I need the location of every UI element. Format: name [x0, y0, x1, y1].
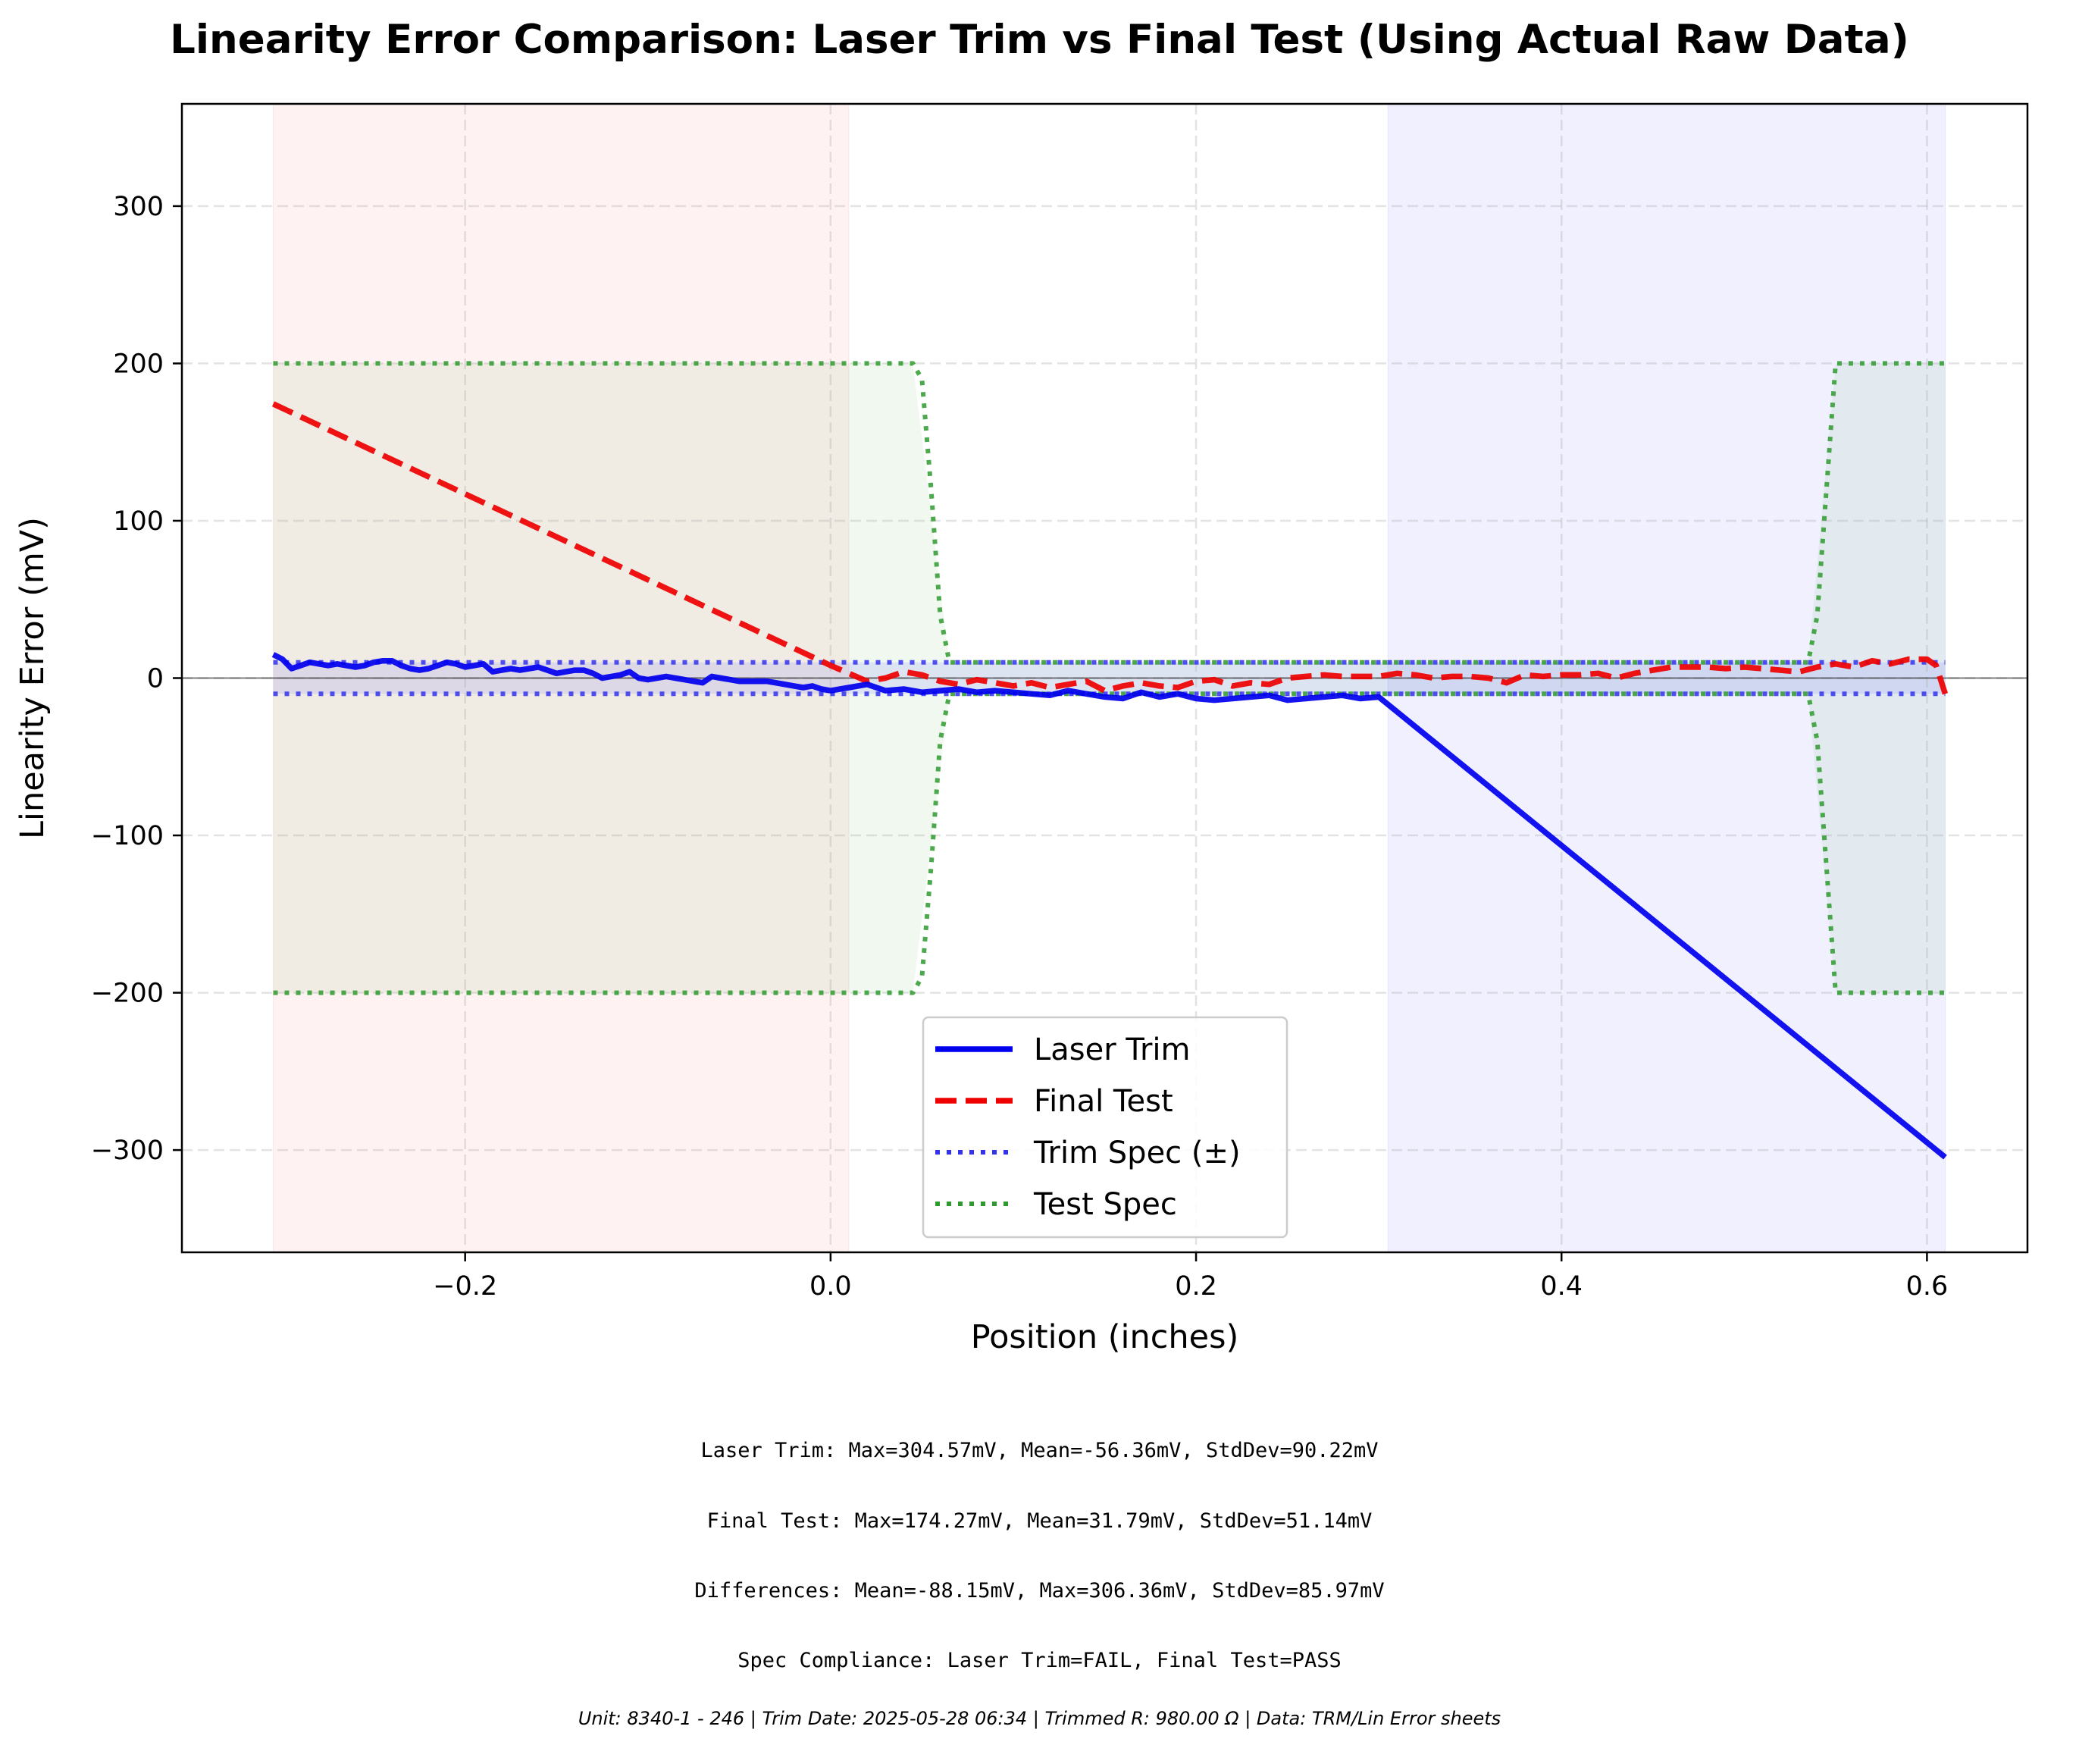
stats-final-test: Final Test: Max=174.27mV, Mean=31.79mV, …	[706, 1509, 1373, 1533]
series-lower-line-3	[273, 691, 1946, 995]
stats-differences: Differences: Mean=-88.15mV, Max=306.36mV…	[694, 1579, 1385, 1603]
y-tick-label: −300	[91, 1136, 164, 1166]
y-tick-label: 100	[113, 506, 164, 537]
x-axis-label: Position (inches)	[971, 1318, 1239, 1356]
legend-label: Final Test	[1034, 1084, 1173, 1119]
series-line-0	[271, 652, 1947, 1160]
legend-label: Test Spec	[1033, 1187, 1177, 1222]
y-axis-label: Linearity Error (mV)	[14, 517, 52, 839]
legend-label: Trim Spec (±)	[1033, 1136, 1241, 1170]
y-tick-label: 300	[113, 192, 164, 222]
legend: Laser Trim Final Test Trim Spec (±) Test Sp…	[922, 1016, 1288, 1239]
unit-footer: Unit: 8340-1 - 246 | Trim Date: 2025-05-…	[578, 1708, 1501, 1729]
stats-spec-compliance: Spec Compliance: Laser Trim=FAIL, Final …	[737, 1649, 1342, 1672]
series-line-1	[271, 401, 1949, 695]
x-tick-label: 0.4	[1540, 1271, 1583, 1302]
stats-laser-trim: Laser Trim: Max=304.57mV, Mean=-56.36mV,…	[700, 1439, 1379, 1462]
series-upper-line-3	[273, 361, 1946, 665]
y-tick-label: 200	[113, 349, 164, 379]
y-tick-label: −200	[91, 979, 164, 1009]
x-tick-label: 0.2	[1175, 1271, 1217, 1302]
x-tick-label: 0.0	[809, 1271, 852, 1302]
x-tick-label: 0.6	[1906, 1271, 1949, 1302]
legend-box	[922, 1016, 1288, 1239]
legend-label: Laser Trim	[1034, 1032, 1190, 1067]
y-tick-label: −100	[91, 821, 164, 851]
y-tick-label: 0	[147, 664, 164, 694]
x-tick-label: −0.2	[433, 1271, 497, 1302]
chart-title: Linearity Error Comparison: Laser Trim v…	[170, 17, 1909, 63]
